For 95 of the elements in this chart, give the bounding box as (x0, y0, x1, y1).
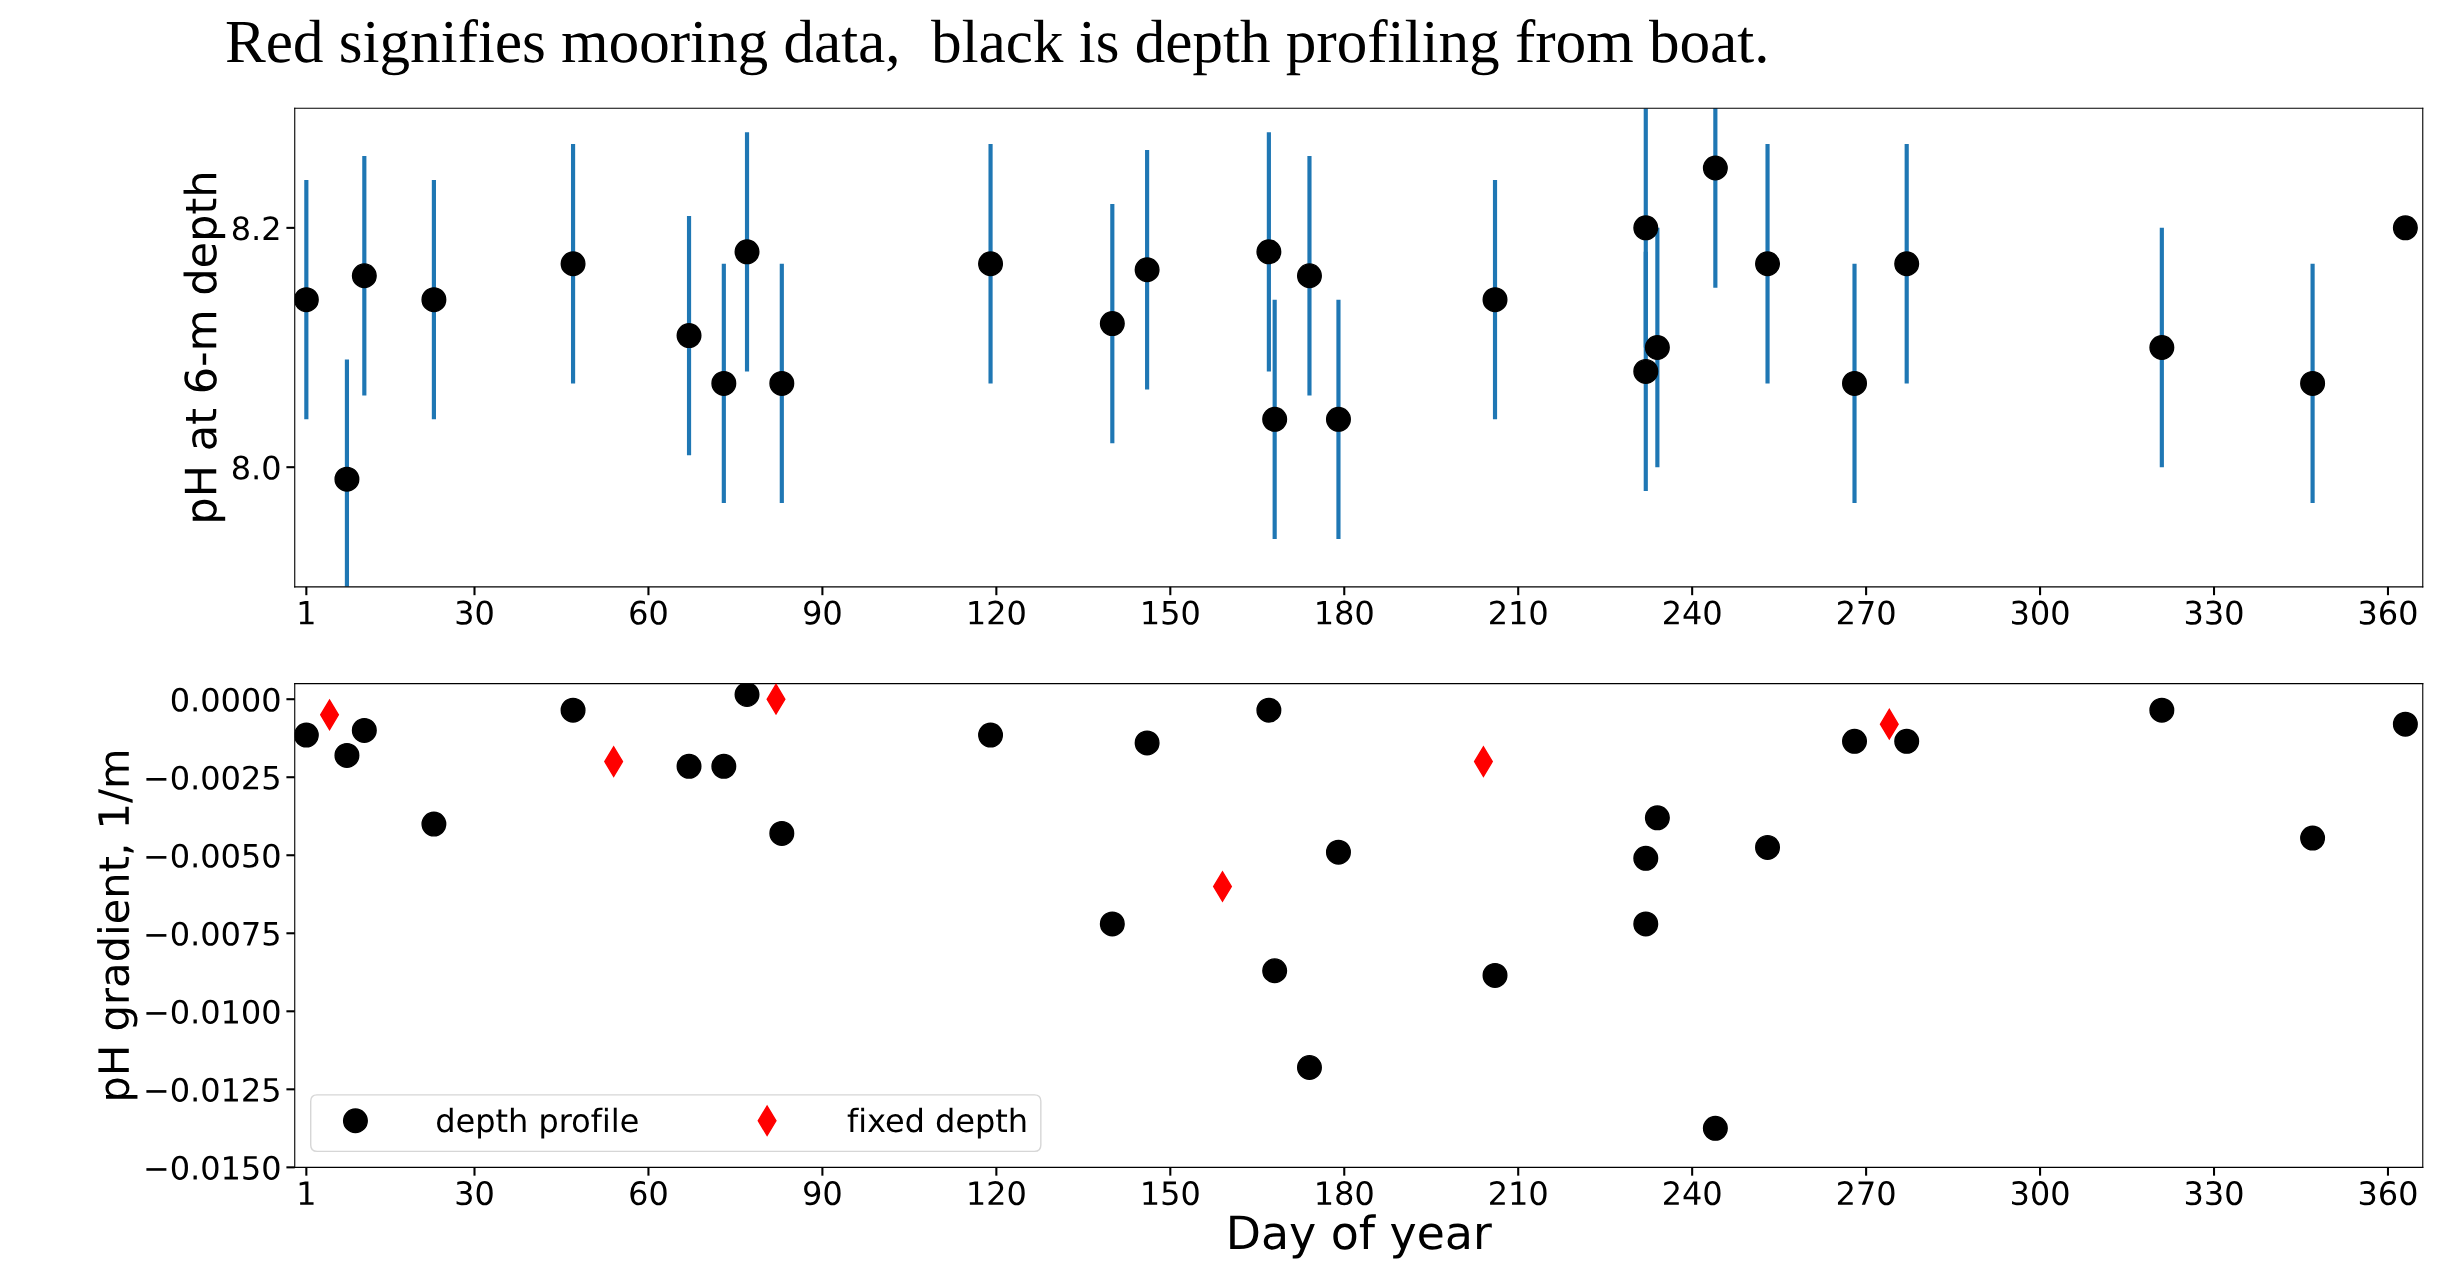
point (1099, 311, 1125, 337)
x-tick-label: 1 (299, 1181, 314, 1205)
point (1256, 239, 1282, 265)
chart-title: Red signifies mooring data, black is depth profiling from boat. (226, 19, 1766, 76)
point (1296, 1054, 1322, 1080)
point (1633, 911, 1659, 937)
point (351, 717, 377, 743)
legend-label: depth profile (437, 1107, 638, 1139)
point (1755, 834, 1781, 860)
point (421, 811, 447, 837)
point (294, 287, 319, 313)
point (978, 251, 1004, 277)
point (1633, 215, 1659, 241)
point (1702, 1115, 1728, 1141)
point (2392, 215, 2418, 241)
y-tick-label: −0.0150 (146, 1155, 280, 1180)
point (334, 742, 360, 768)
y-tick-label: 8.0 (232, 455, 280, 480)
point (734, 239, 760, 265)
x-tick-label: 210 (1490, 1181, 1547, 1206)
y-tick-label: −0.0125 (146, 1077, 279, 1102)
x-tick-label: 150 (1143, 1181, 1199, 1206)
x-tick-label: 210 (1490, 600, 1547, 625)
point (1482, 962, 1508, 988)
point (1296, 263, 1322, 289)
point (421, 287, 447, 313)
y-tick-label: −0.0100 (146, 999, 280, 1024)
point (1755, 251, 1781, 277)
point (676, 753, 702, 779)
x-tick-label: 60 (630, 1181, 667, 1206)
point (711, 370, 737, 396)
point (1894, 728, 1920, 754)
point (1325, 406, 1351, 432)
point (1262, 958, 1288, 984)
point (1842, 728, 1868, 754)
x-tick-label: 180 (1317, 600, 1373, 625)
x-tick-label: 120 (969, 600, 1025, 625)
point (1262, 406, 1288, 432)
x-tick-label: 360 (2359, 1181, 2417, 1206)
point (769, 820, 795, 846)
point (734, 683, 760, 708)
y-tick-label: −0.0050 (146, 843, 280, 868)
point (978, 722, 1004, 748)
x-tick-label: 240 (1664, 1181, 1721, 1206)
point (2392, 711, 2418, 737)
y-axis-title: pH at 6-m depth (183, 174, 226, 521)
x-tick-label: 300 (2012, 1181, 2069, 1206)
x-tick-label: 1 (299, 601, 314, 625)
point (1482, 287, 1508, 313)
point (1099, 911, 1125, 937)
point (1134, 257, 1160, 283)
x-tick-label: 180 (1317, 1181, 1373, 1206)
point (1633, 358, 1659, 384)
point (1842, 370, 1868, 396)
x-tick-label: 150 (1143, 600, 1199, 625)
point (1644, 335, 1670, 361)
y-tick-label: 8.2 (232, 216, 279, 241)
x-tick-label: 330 (2185, 1181, 2243, 1206)
point (2149, 335, 2175, 361)
x-axis-title: Day of year (1230, 1214, 1492, 1259)
point (1644, 805, 1670, 831)
point (676, 323, 702, 349)
x-tick-label: 360 (2359, 600, 2417, 625)
x-tick-label: 300 (2012, 600, 2069, 625)
x-tick-label: 120 (969, 1181, 1025, 1206)
x-tick-label: 60 (630, 600, 667, 625)
point (1894, 251, 1920, 277)
point (294, 722, 319, 748)
x-tick-label: 240 (1664, 600, 1721, 625)
point (1633, 845, 1659, 871)
point (2149, 697, 2175, 723)
point (2300, 370, 2326, 396)
y-tick-label: 0.0000 (171, 687, 280, 712)
x-tick-label: 270 (1837, 600, 1895, 625)
x-tick-label: 270 (1837, 1181, 1895, 1206)
x-tick-label: 90 (804, 600, 841, 625)
x-tick-label: 90 (804, 1181, 841, 1206)
point (1325, 839, 1351, 865)
y-tick-label: −0.0025 (146, 765, 279, 790)
point (711, 753, 737, 779)
legend-label: fixed depth (847, 1107, 1026, 1139)
point (351, 263, 377, 289)
point (2300, 825, 2326, 851)
x-tick-label: 330 (2185, 600, 2243, 625)
point (334, 466, 360, 492)
point (1256, 697, 1282, 723)
point (1702, 155, 1728, 181)
point (560, 697, 586, 723)
point (1134, 730, 1160, 756)
point (560, 251, 586, 277)
x-tick-label: 30 (456, 600, 493, 625)
point (769, 370, 795, 396)
y-axis-title: pH gradient, 1/m (97, 751, 138, 1099)
y-tick-label: −0.0075 (146, 921, 279, 946)
x-tick-label: 30 (456, 1181, 493, 1206)
